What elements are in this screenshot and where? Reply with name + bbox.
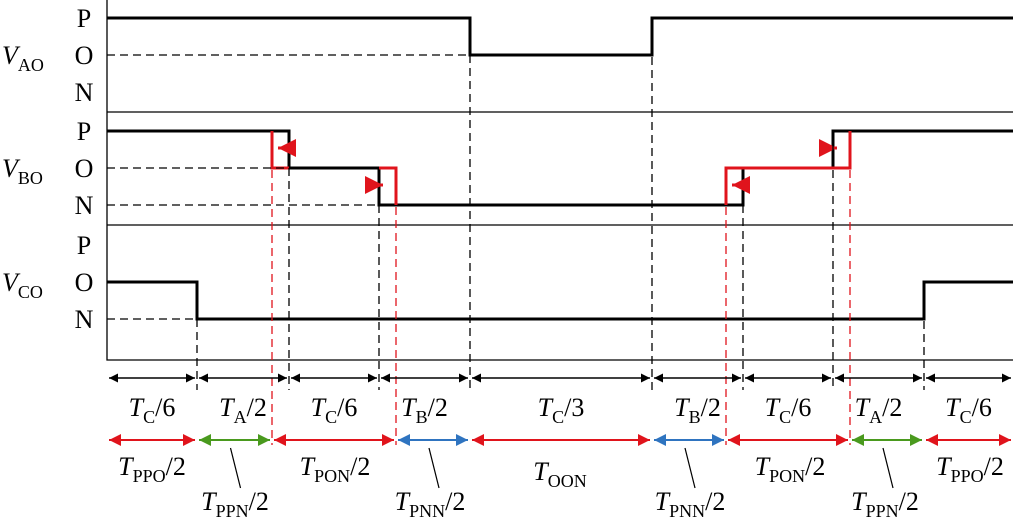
level-label: P (77, 117, 91, 146)
level-label: P (77, 231, 91, 260)
label: TB/2 (674, 393, 721, 427)
label-base: T (533, 457, 549, 486)
label-sub: PNN (409, 501, 445, 521)
label-tail: /2 (445, 487, 465, 516)
label-sub: C (960, 407, 972, 427)
label-base: T (755, 452, 771, 481)
label: TPON/2 (300, 452, 371, 486)
label-tail: /2 (428, 393, 448, 422)
label-tail: /2 (247, 393, 267, 422)
label-sub: PPN (216, 501, 249, 521)
label-base: T (219, 393, 235, 422)
label-sub: B (416, 407, 428, 427)
label-sub: OON (548, 471, 587, 491)
level-label: N (75, 78, 94, 107)
label-tail: /2 (166, 452, 186, 481)
label-sub: A (234, 407, 247, 427)
waveforms (107, 16, 1013, 445)
label: TC/6 (945, 393, 992, 427)
leader-line (229, 447, 242, 489)
level-label: N (75, 305, 94, 334)
frame (106, 0, 1013, 361)
label: TPON/2 (755, 452, 826, 486)
label: TC/6 (311, 393, 358, 427)
label: TPNN/2 (655, 487, 726, 521)
label-base: T (395, 487, 411, 516)
label-tail: /2 (350, 452, 370, 481)
label: TC/6 (129, 393, 176, 427)
label-base: V (2, 268, 21, 297)
label-base: T (300, 452, 316, 481)
level-label: N (75, 191, 94, 220)
leader-line (882, 447, 894, 489)
interval-arrows (109, 373, 1011, 489)
label-tail: /6 (791, 393, 811, 422)
level-label: O (75, 154, 94, 183)
label-base: T (129, 393, 145, 422)
label-tail: /6 (972, 393, 992, 422)
label: TC/6 (765, 393, 812, 427)
label-sub: PON (314, 466, 350, 486)
label-base: T (201, 487, 217, 516)
label-sub: PPO (133, 466, 166, 486)
label: TPPN/2 (201, 487, 269, 521)
label-base: V (2, 41, 21, 70)
level-label: P (77, 4, 91, 33)
label-base: T (851, 487, 867, 516)
level-label: O (75, 268, 94, 297)
label-tail: /2 (249, 487, 269, 516)
label-sub: BO (18, 168, 43, 188)
label: TPPO/2 (118, 452, 186, 486)
label: TPPO/2 (936, 452, 1004, 486)
label-base: T (855, 393, 871, 422)
label-sub: PON (769, 466, 805, 486)
label-sub: PPO (951, 466, 984, 486)
label-base: T (674, 393, 690, 422)
label-tail: /3 (564, 393, 584, 422)
label-base: T (538, 393, 554, 422)
label-base: T (311, 393, 327, 422)
label: TPPN/2 (851, 487, 919, 521)
label: TOON (533, 457, 586, 491)
label-sub: A (869, 407, 882, 427)
label: VAO (2, 41, 44, 75)
label-tail: /2 (701, 393, 721, 422)
label-sub: AO (18, 55, 44, 75)
label-tail: /6 (155, 393, 175, 422)
level-label: O (75, 41, 94, 70)
label-sub: PPN (866, 501, 899, 521)
label-base: V (2, 154, 21, 183)
leader-line (428, 447, 440, 489)
label-sub: C (143, 407, 155, 427)
label: VBO (2, 154, 43, 188)
label-sub: C (779, 407, 791, 427)
label-sub: C (325, 407, 337, 427)
label: TA/2 (219, 393, 267, 427)
label-tail: /2 (882, 393, 902, 422)
label-tail: /2 (805, 452, 825, 481)
label: TC/3 (538, 393, 585, 427)
label-base: T (401, 393, 417, 422)
label-base: T (118, 452, 134, 481)
label-tail: /2 (899, 487, 919, 516)
leader-line (684, 447, 696, 489)
label-sub: CO (18, 282, 43, 302)
label-sub: PNN (669, 501, 705, 521)
label-tail: /6 (337, 393, 357, 422)
label: TA/2 (855, 393, 903, 427)
label: TB/2 (401, 393, 448, 427)
label-sub: B (689, 407, 701, 427)
label-tail: /2 (705, 487, 725, 516)
label: VCO (2, 268, 43, 302)
label-sub: C (552, 407, 564, 427)
label-base: T (936, 452, 952, 481)
label-base: T (655, 487, 671, 516)
label-base: T (945, 393, 961, 422)
label-tail: /2 (984, 452, 1004, 481)
label: TPNN/2 (395, 487, 466, 521)
label-base: T (765, 393, 781, 422)
